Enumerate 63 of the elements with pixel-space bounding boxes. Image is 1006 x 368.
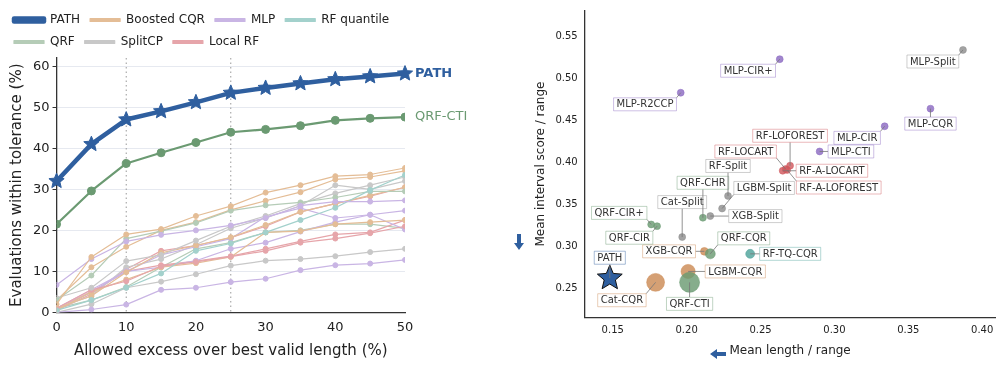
y-axis-title: Evaluations within tolerance (%): [6, 63, 25, 307]
y-tick-label: 10: [33, 262, 50, 278]
annotation: MLP-CIR: [836, 131, 878, 143]
annotation: QRF-CTI: [415, 108, 468, 124]
x-tick-label: 0.40: [971, 324, 994, 336]
legend-label: SplitCP: [120, 34, 163, 49]
annotation: MLP-Split: [909, 55, 956, 67]
annotation: QRF-CQR: [720, 232, 767, 244]
annotation: XGB-CQR: [645, 245, 693, 257]
y-tick-label: 0.45: [555, 114, 578, 126]
annotation: MLP-CQR: [907, 117, 954, 129]
annotation: Cat-CQR: [600, 294, 644, 306]
x-tick-label: 10: [117, 318, 135, 334]
y-tick-label: 0.30: [555, 239, 578, 251]
x-tick-label: 0.15: [601, 324, 624, 336]
legend-label: RF quantile: [321, 12, 390, 27]
y-tick-label: 0.40: [555, 155, 578, 167]
x-tick-label: 30: [257, 318, 274, 334]
x-tick-label: 0.20: [675, 324, 698, 336]
annotation: LGBM-CQR: [708, 265, 763, 277]
annotation: RF-LOFOREST: [755, 129, 826, 141]
y-tick-label: 0.50: [555, 72, 578, 84]
x-axis-title: Allowed excess over best valid length (%): [73, 340, 388, 359]
y-tick-label: 40: [33, 139, 50, 155]
y-axis-title: Mean interval score / range: [533, 81, 548, 247]
x-tick-label: 0.35: [897, 324, 920, 336]
y-tick-label: 0.35: [555, 197, 578, 209]
y-tick-label: 60: [33, 57, 50, 73]
legend-label: QRF: [50, 34, 75, 49]
annotation: RF-A-LOCART: [799, 164, 866, 176]
annotation: RF-A-LOFOREST: [799, 181, 879, 193]
annotation: XGB-Split: [731, 210, 780, 222]
y-tick-label: 0.55: [555, 30, 578, 42]
annotation: PATH: [415, 64, 453, 80]
annotation: RF-LOCART: [717, 145, 775, 157]
legend-label: Boosted CQR: [126, 12, 205, 27]
y-tick-label: 0.25: [555, 281, 578, 293]
annotation: PATH: [597, 251, 623, 263]
annotation: MLP-CIR+: [723, 64, 773, 76]
legend-label: PATH: [50, 12, 81, 27]
legend-label: MLP: [250, 12, 276, 27]
annotation: MLP-CTI: [831, 145, 871, 157]
x-tick-label: 20: [187, 318, 205, 334]
x-tick-label: 40: [327, 318, 344, 334]
x-tick-label: 0: [52, 318, 61, 334]
annotation: Cat-Split: [660, 196, 704, 208]
annotation: RF-TQ-CQR: [762, 247, 818, 259]
annotation: MLP-R2CCP: [616, 98, 674, 110]
x-tick-label: 0.30: [823, 324, 846, 336]
annotation: QRF-CTI: [669, 297, 710, 309]
y-tick-label: 0: [41, 303, 50, 319]
y-tick-label: 20: [33, 221, 50, 237]
x-tick-label: 0.25: [749, 324, 772, 336]
annotation: LGBM-Split: [736, 182, 792, 194]
annotation: RF-Split: [708, 160, 748, 172]
legend-label: Local RF: [208, 34, 260, 49]
y-tick-label: 50: [33, 98, 50, 114]
annotation: QRF-CIR+: [594, 206, 644, 218]
y-tick-label: 30: [33, 180, 50, 196]
annotation: QRF-CHR: [680, 176, 726, 188]
x-axis-title: Mean length / range: [729, 342, 851, 357]
annotation: QRF-CIR: [608, 231, 650, 243]
x-tick-label: 50: [396, 318, 414, 334]
